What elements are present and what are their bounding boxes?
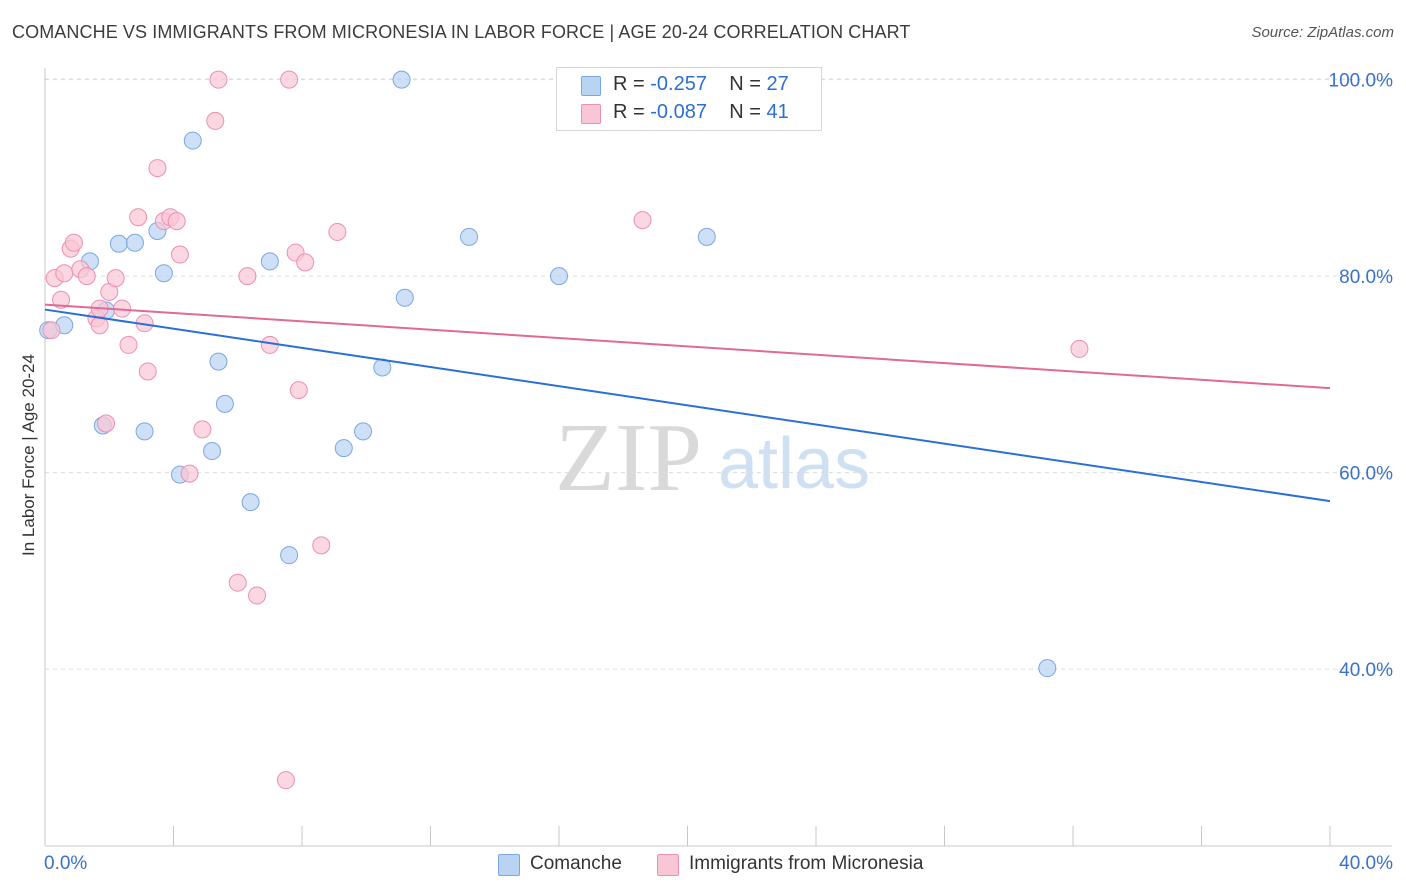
n-label: N =: [729, 101, 767, 123]
micronesia-point: [138, 362, 157, 381]
micronesia-point: [289, 381, 308, 400]
n-value: 27: [766, 73, 789, 95]
comanche-point: [125, 233, 144, 252]
micronesia-point: [248, 586, 267, 605]
comanche-point: [697, 227, 716, 246]
legend-label: Immigrants from Micronesia: [689, 853, 924, 874]
micronesia-point: [167, 212, 186, 231]
micronesia-point: [148, 159, 167, 178]
comanche-point: [460, 227, 479, 246]
r-label: R =: [613, 73, 651, 95]
y-tick-label: 100.0%: [1329, 71, 1394, 92]
n-value: 41: [766, 101, 789, 123]
micronesia-point: [97, 414, 116, 433]
micronesia-point: [42, 321, 61, 340]
micronesia-point: [296, 253, 315, 272]
micronesia-point: [180, 464, 199, 483]
comanche-point: [260, 252, 279, 271]
r-label: R =: [613, 101, 651, 123]
comanche-legend-swatch: [498, 854, 520, 876]
micronesia-point: [633, 211, 652, 230]
micronesia-point: [328, 222, 347, 241]
micronesia-point: [228, 573, 247, 592]
micronesia-point: [206, 111, 225, 130]
micronesia-point: [129, 208, 148, 227]
comanche-swatch: [581, 76, 601, 96]
stats-legend: R = -0.257 N = 27 R = -0.087 N = 41: [556, 67, 822, 131]
n-label: N =: [729, 73, 767, 95]
comanche-point: [334, 439, 353, 458]
y-tick-label: 40.0%: [1339, 660, 1393, 681]
micronesia-point: [77, 267, 96, 286]
micronesia-point: [312, 536, 331, 555]
y-axis-label: In Labor Force | Age 20-24: [19, 354, 38, 556]
micronesia-point: [64, 233, 83, 252]
micronesia-point: [280, 70, 299, 89]
comanche-point: [280, 546, 299, 565]
comanche-point: [550, 267, 568, 286]
comanche-point: [109, 234, 128, 253]
comanche-point: [209, 352, 228, 371]
comanche-point: [241, 493, 260, 512]
micronesia-legend-swatch: [657, 854, 679, 876]
comanche-point: [135, 422, 154, 441]
watermark-zip: ZIP: [555, 404, 702, 512]
x-tick-label: 40.0%: [1339, 853, 1393, 874]
micronesia-point: [1070, 339, 1089, 358]
comanche-point: [183, 131, 202, 150]
comanche-point: [392, 70, 411, 89]
micronesia-trend-line: [44, 303, 1331, 390]
micronesia-point: [119, 335, 138, 354]
micronesia-point: [55, 264, 74, 283]
comanche-trend-line: [44, 308, 1331, 503]
comanche-point: [203, 442, 222, 461]
micronesia-swatch: [581, 104, 601, 124]
comanche-point: [395, 288, 414, 307]
comanche-point: [1038, 659, 1057, 678]
r-value: -0.257: [650, 73, 707, 95]
legend-label: Comanche: [530, 853, 622, 874]
x-tick-label: 0.0%: [44, 853, 87, 874]
watermark-atlas: atlas: [718, 424, 870, 504]
micronesia-point: [276, 771, 295, 790]
micronesia-point: [170, 245, 189, 264]
comanche-point: [154, 264, 173, 283]
source-label: Source: ZipAtlas.com: [1251, 24, 1394, 41]
micronesia-point: [193, 420, 212, 439]
r-value: -0.087: [650, 101, 707, 123]
y-tick-label: 60.0%: [1339, 464, 1393, 485]
y-tick-label: 80.0%: [1339, 267, 1393, 288]
micronesia-point: [209, 70, 228, 89]
micronesia-point: [106, 269, 125, 288]
comanche-point: [354, 422, 373, 441]
micronesia-point: [238, 267, 257, 286]
comanche-point: [215, 394, 234, 413]
chart-title: COMANCHE VS IMMIGRANTS FROM MICRONESIA I…: [12, 22, 911, 42]
micronesia-point: [52, 290, 71, 309]
